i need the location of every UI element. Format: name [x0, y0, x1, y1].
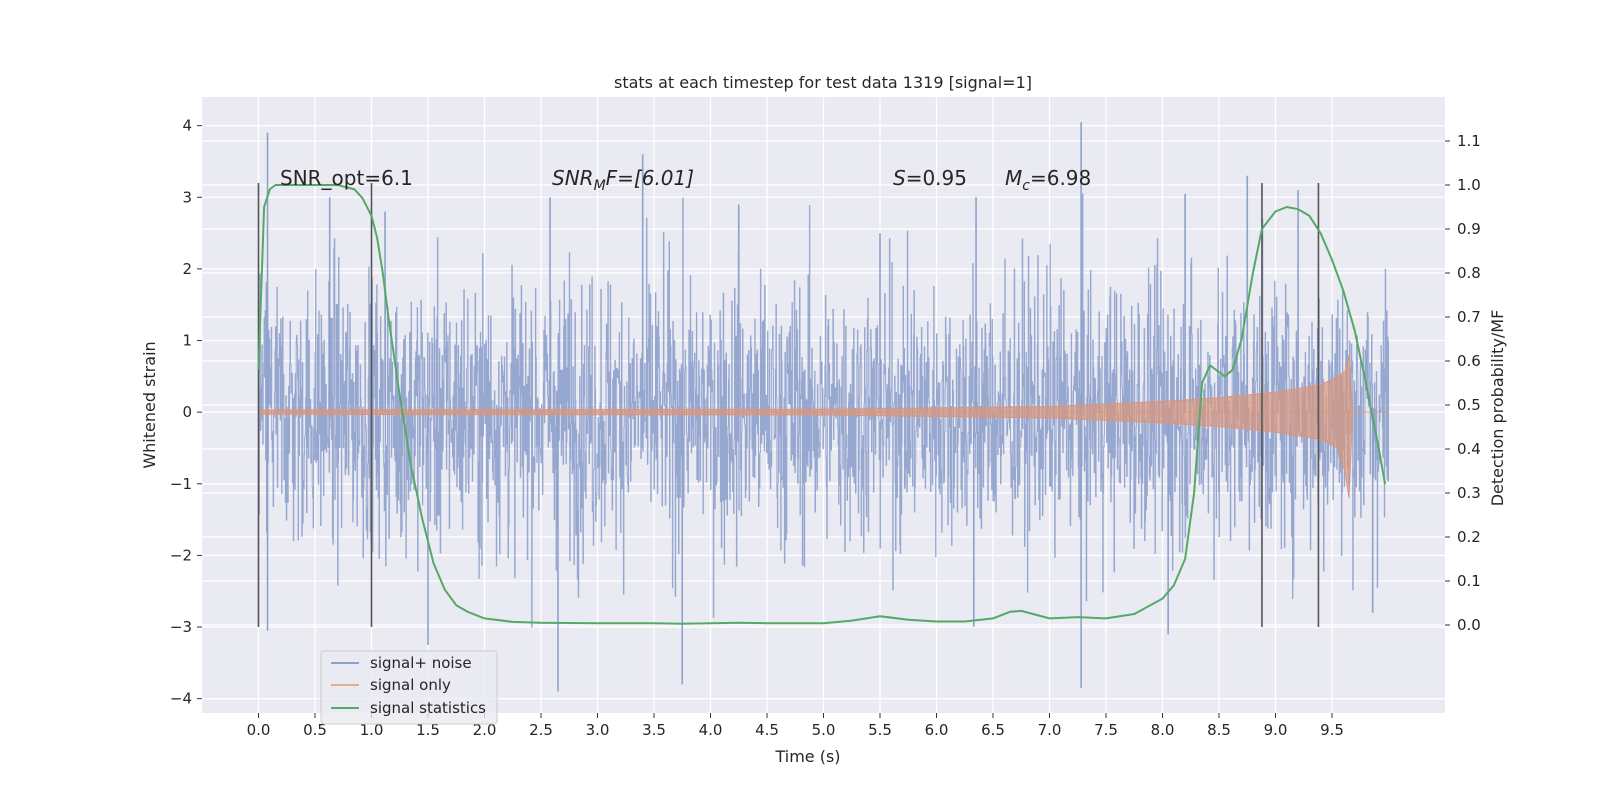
y-right-tick-label: 0.5 [1457, 396, 1481, 414]
y-right-tick-label: 0.9 [1457, 220, 1481, 238]
y-left-tick-label: 0 [182, 403, 192, 421]
y-right-tick-label: 0.4 [1457, 440, 1481, 458]
x-tick-label: 9.5 [1320, 721, 1344, 739]
x-tick-label: 5.5 [868, 721, 892, 739]
x-tick-label: 8.5 [1207, 721, 1231, 739]
y-right-tick-label: 0.6 [1457, 352, 1481, 370]
x-tick-label: 3.0 [586, 721, 610, 739]
y-left-tick-label: −3 [170, 618, 192, 636]
x-tick-label: 0.5 [303, 721, 327, 739]
x-tick-label: 9.0 [1264, 721, 1288, 739]
y-left-tick-label: 4 [182, 117, 192, 135]
legend-label-signal-statistics: signal statistics [370, 699, 486, 717]
annotation-mc: Mc=6.98 [1005, 166, 1091, 194]
y-left-tick-label: −1 [170, 475, 192, 493]
signal-statistics-line [257, 184, 1387, 625]
x-tick-label: 3.5 [642, 721, 666, 739]
y-left-tick-label: 3 [182, 188, 192, 206]
y-left-axis-ticks: −4 −3 −2 −1 0 1 2 3 4 [170, 117, 202, 708]
legend-label-signal-only: signal only [370, 676, 451, 694]
y-left-tick-label: −2 [170, 546, 192, 564]
x-tick-label: 7.5 [1094, 721, 1118, 739]
y-right-tick-label: 1.0 [1457, 176, 1481, 194]
x-tick-label: 4.0 [699, 721, 723, 739]
y-right-tick-label: 0.1 [1457, 572, 1481, 590]
series-signal-statistics [257, 184, 1387, 625]
x-tick-label: 1.5 [416, 721, 440, 739]
x-tick-label: 5.0 [812, 721, 836, 739]
legend-label-signal-noise: signal+ noise [370, 654, 472, 672]
x-tick-label: 2.5 [529, 721, 553, 739]
y-left-tick-label: 1 [182, 332, 192, 350]
x-tick-label: 1.0 [360, 721, 384, 739]
y-left-axis-label: Whitened strain [140, 341, 159, 468]
x-tick-label: 8.0 [1151, 721, 1175, 739]
y-left-tick-label: −4 [170, 690, 192, 708]
annotation-snr-mf: SNRMF=[6.01] [552, 166, 694, 194]
y-right-tick-label: 0.2 [1457, 528, 1481, 546]
signal-only-trace [258, 354, 1353, 499]
y-right-tick-label: 0.8 [1457, 264, 1481, 282]
y-right-axis-label: Detection probability/MF [1488, 310, 1507, 507]
annotation-s: S=0.95 [893, 166, 967, 190]
vertical-markers [257, 182, 1320, 628]
x-tick-label: 6.0 [925, 721, 949, 739]
x-tick-label: 4.5 [755, 721, 779, 739]
chart-title: stats at each timestep for test data 131… [614, 73, 1032, 92]
x-tick-label: 0.0 [247, 721, 271, 739]
y-right-tick-label: 0.7 [1457, 308, 1481, 326]
x-axis-label: Time (s) [774, 747, 840, 766]
annotation-snr-opt: SNR_opt=6.1 [280, 166, 413, 190]
x-tick-label: 2.0 [473, 721, 497, 739]
legend: signal+ noise signal only signal statist… [320, 650, 498, 725]
x-tick-label: 7.0 [1038, 721, 1062, 739]
y-left-tick-label: 2 [182, 260, 192, 278]
y-right-axis-ticks: 0.0 0.1 0.2 0.3 0.4 0.5 0.6 0.7 0.8 0.9 1.0 1.1 [1445, 132, 1481, 634]
x-axis-ticks: 0.0 0.5 1.0 1.5 2.0 2.5 3.0 3.5 4.0 4.5 5.0 5.5 6.0 6… [247, 713, 1344, 739]
x-tick-label: 6.5 [981, 721, 1005, 739]
legend-box [320, 650, 498, 725]
y-right-tick-label: 1.1 [1457, 132, 1481, 150]
y-right-tick-label: 0.3 [1457, 484, 1481, 502]
y-right-tick-label: 0.0 [1457, 616, 1481, 634]
